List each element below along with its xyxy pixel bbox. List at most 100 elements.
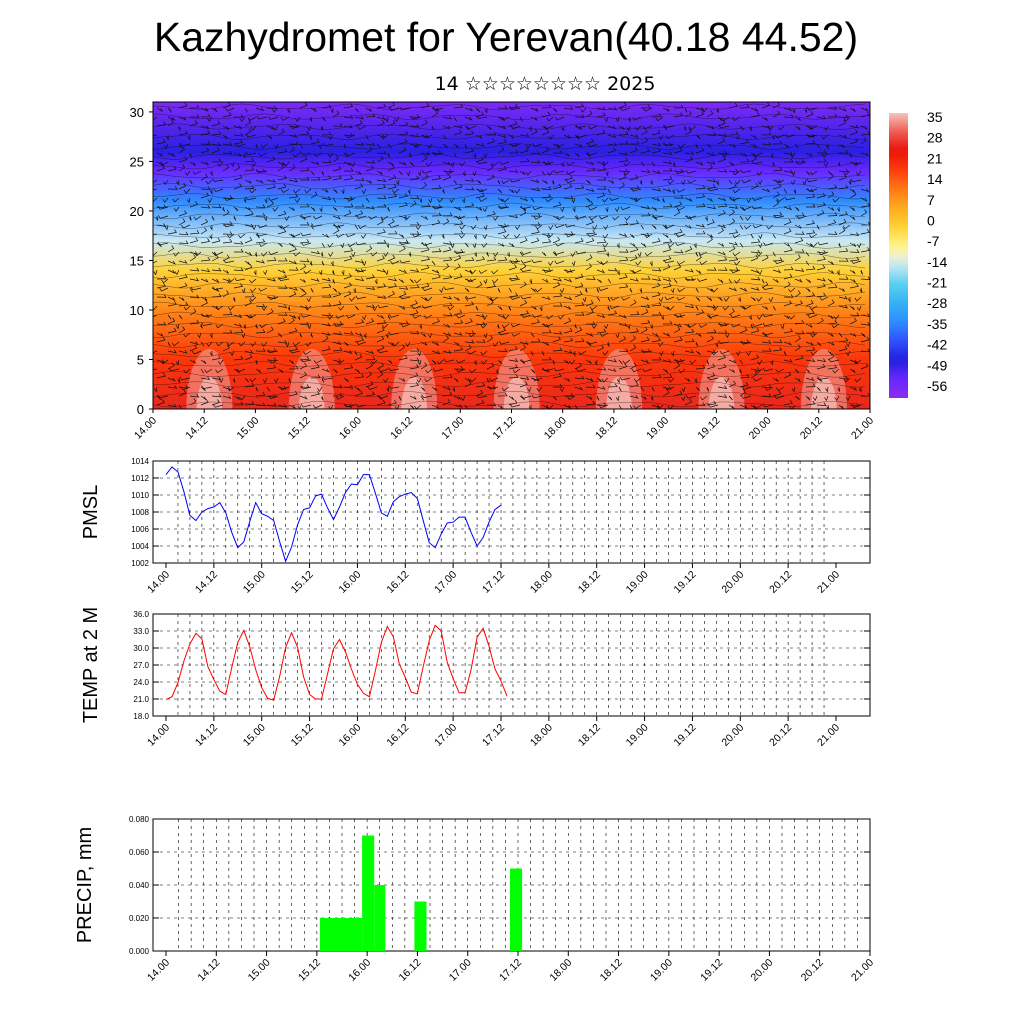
wind-barb [321, 345, 331, 352]
wind-barb [794, 395, 800, 401]
wind-barb [651, 404, 661, 409]
precip-x-tick-label: 19.00 [648, 957, 675, 984]
wind-barb [548, 224, 554, 230]
wind-barb [520, 359, 532, 363]
wind-barb [432, 205, 444, 210]
wind-barb [816, 317, 824, 325]
wind-barb [200, 107, 209, 112]
temp-2m-x-tick-label: 15.00 [241, 722, 268, 749]
wind-barb [251, 161, 257, 168]
wind-barb [335, 233, 345, 238]
wind-barb [745, 215, 752, 221]
isotherm-line [153, 113, 866, 121]
wind-barb [742, 305, 752, 310]
wind-barb [546, 233, 554, 239]
wind-barb [398, 121, 409, 127]
wind-barb [227, 233, 235, 239]
wind-barb [717, 330, 728, 334]
wind-barb [794, 330, 805, 335]
wind-barb [629, 395, 639, 399]
wind-barb [541, 341, 550, 346]
wind-barb [421, 305, 433, 309]
wind-barb [330, 107, 334, 114]
precip-y-tick-label: 0.000 [129, 947, 150, 956]
wind-barb [365, 179, 372, 184]
wind-barb [354, 386, 361, 392]
temp-2m-x-tick-label: 20.12 [767, 722, 794, 749]
wind-barb [464, 404, 468, 409]
isotherm-line [153, 371, 866, 378]
isotherm-line [153, 331, 866, 338]
wind-barb [355, 295, 367, 300]
wind-barb [794, 224, 802, 229]
wind-barb [189, 179, 193, 185]
wind-barb [519, 197, 529, 202]
wind-barb [398, 395, 402, 401]
wind-barb [167, 362, 175, 370]
wind-barb [244, 293, 255, 298]
wind-barb [464, 148, 474, 154]
wind-barb [838, 211, 848, 217]
wind-barb [464, 330, 475, 334]
wind-barb [539, 305, 543, 312]
wind-barb [707, 187, 719, 192]
wind-barb [764, 386, 774, 391]
wind-barb [695, 332, 702, 337]
wind-barb [843, 116, 851, 122]
wind-barb [838, 227, 846, 235]
wind-barb [688, 125, 697, 131]
wind-barb [585, 219, 594, 226]
wind-barb [772, 200, 779, 208]
wind-barb [499, 161, 510, 165]
wind-barb [498, 341, 510, 345]
wind-barb [695, 185, 706, 190]
wind-barb [200, 278, 209, 283]
wind-barb [671, 350, 675, 357]
wind-barb [530, 213, 541, 217]
wind-barb [596, 192, 606, 199]
wind-barb [530, 159, 541, 164]
wind-barb [222, 311, 233, 316]
pmsl-x-tick-label: 17.12 [480, 569, 507, 596]
wind-barb [189, 114, 200, 118]
wind-barb [684, 338, 695, 343]
wind-barb [783, 151, 794, 156]
wind-barb [495, 368, 499, 375]
wind-barb [409, 221, 420, 226]
wind-barb [767, 125, 774, 131]
wind-barb [816, 363, 826, 370]
wind-barb [453, 273, 463, 280]
wind-barb [751, 160, 763, 165]
wind-barb [409, 284, 420, 289]
wind-barb [596, 395, 600, 401]
wind-barb [378, 395, 389, 399]
wind-barb [657, 341, 664, 347]
wind-barb [675, 242, 686, 246]
wind-barb [340, 242, 345, 249]
wind-barb [585, 332, 594, 337]
wind-barb [552, 201, 562, 208]
wind-barb [414, 278, 422, 284]
wind-barb [167, 377, 176, 382]
wind-barb [299, 332, 303, 338]
surface-warm-core [811, 377, 837, 409]
wind-barb [271, 107, 279, 113]
wind-barb [341, 269, 345, 276]
wind-barb [574, 103, 584, 109]
wind-barb [596, 377, 602, 383]
wind-barb [673, 358, 683, 363]
wind-barb [532, 206, 543, 211]
wind-barb [360, 233, 367, 239]
wind-barb [156, 223, 167, 227]
wind-barb [475, 179, 482, 184]
wind-barb [391, 188, 400, 194]
wind-barb [695, 364, 706, 370]
wind-barb [838, 143, 845, 148]
wind-barb [211, 376, 222, 380]
wind-barb [827, 319, 838, 325]
wind-barb [300, 385, 312, 390]
wind-barb [420, 119, 428, 127]
wind-barb [464, 257, 475, 262]
wind-barb [343, 290, 352, 298]
wind-barb [431, 341, 440, 347]
